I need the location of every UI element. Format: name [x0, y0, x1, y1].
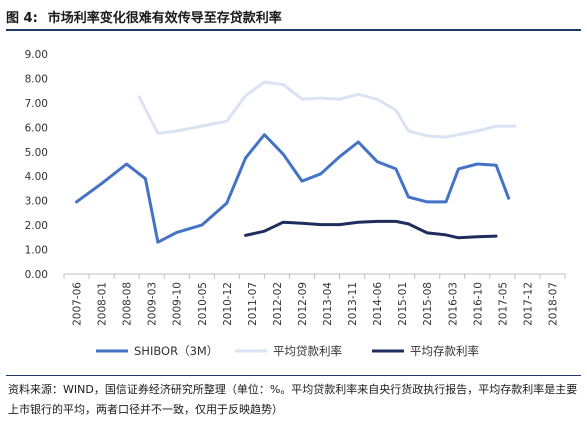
- series-line-3: [244, 219, 498, 240]
- x-tick-label: 2009-03: [147, 282, 159, 326]
- title-rule: [6, 29, 581, 31]
- y-tick-label: 6.00: [25, 122, 48, 134]
- legend-label-2: 平均贷款利率: [273, 344, 342, 358]
- y-tick-label: 5.00: [25, 147, 48, 159]
- y-tick-label: 0.00: [25, 269, 48, 281]
- x-tick-label: 2016-03: [447, 282, 459, 326]
- x-tick-label: 2008-01: [97, 282, 109, 326]
- y-tick-label: 7.00: [25, 98, 48, 110]
- x-tick-label: 2018-07: [547, 282, 559, 326]
- legend-label-3: 平均存款利率: [410, 344, 479, 358]
- y-tick-label: 4.00: [25, 171, 48, 183]
- x-tick-label: 2015-08: [422, 282, 434, 326]
- y-tick-label: 1.00: [25, 245, 48, 257]
- x-tick-label: 2010-05: [197, 282, 209, 326]
- x-tick-label: 2013-11: [347, 282, 359, 326]
- y-tick-label: 8.00: [25, 73, 48, 85]
- legend-label-1: SHIBOR（3M）: [134, 344, 218, 358]
- y-tick-label: 9.00: [25, 49, 48, 61]
- x-tick-label: 2012-02: [272, 282, 284, 326]
- x-tick-label: 2016-10: [472, 282, 484, 326]
- x-tick-label: 2014-06: [372, 282, 384, 326]
- source-note: 资料来源：WIND，国信证券经济研究所整理（单位：%。平均贷款利率来自央行货政执…: [8, 383, 578, 416]
- x-tick-label: 2007-06: [72, 282, 84, 326]
- series-line-2: [137, 80, 517, 139]
- x-tick-label: 2011-07: [247, 282, 259, 326]
- x-tick-label: 2017-12: [522, 282, 534, 326]
- x-tick-label: 2010-12: [222, 282, 234, 326]
- figure-label: 图 4:: [6, 10, 38, 26]
- figure-title: 市场利率变化很难有效传导至存贷款利率: [47, 10, 282, 26]
- x-tick-label: 2012-09: [297, 282, 309, 326]
- y-tick-label: 3.00: [25, 196, 48, 208]
- series-line-1: [75, 133, 511, 244]
- x-tick-label: 2017-05: [497, 282, 509, 326]
- line-chart: 0.00 1.00 2.00 3.00 4.00 5.00 6.00 7.00 8.00 9.00…: [25, 49, 566, 358]
- x-tick-label: 2015-01: [397, 282, 409, 326]
- figure-title-row: 图 4: 市场利率变化很难有效传导至存贷款利率: [6, 4, 581, 28]
- source-rule: [6, 375, 581, 376]
- x-tick-label: 2013-04: [322, 282, 334, 326]
- x-tick-label: 2008-08: [122, 282, 134, 326]
- y-tick-label: 2.00: [25, 220, 48, 232]
- x-tick-label: 2009-10: [172, 282, 184, 326]
